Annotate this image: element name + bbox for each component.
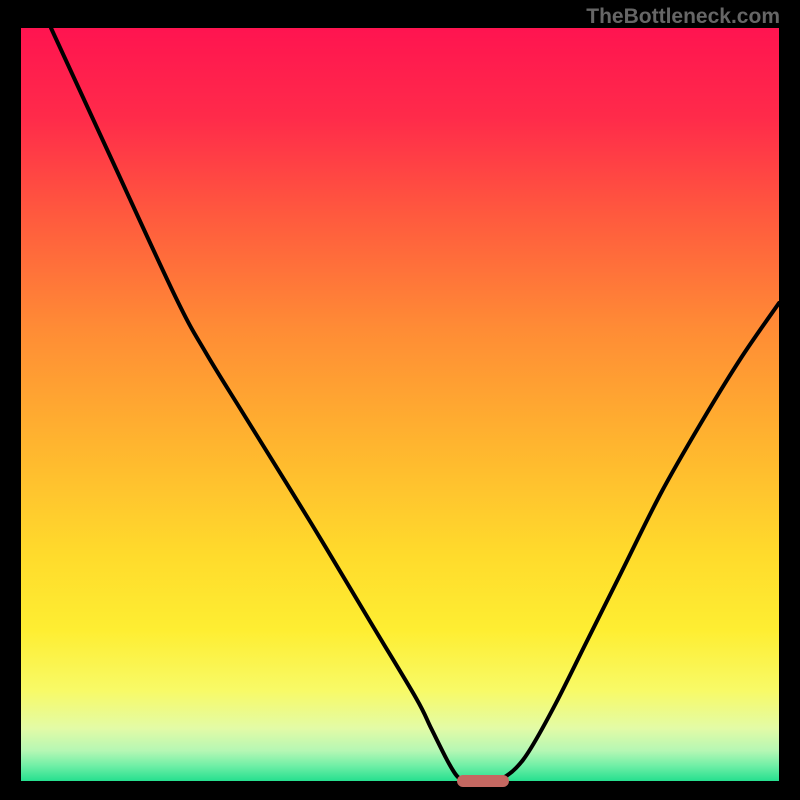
optimal-marker	[457, 775, 509, 787]
watermark-text: TheBottleneck.com	[586, 5, 780, 29]
chart-container: TheBottleneck.com	[0, 0, 800, 800]
bottleneck-curve	[21, 28, 779, 781]
